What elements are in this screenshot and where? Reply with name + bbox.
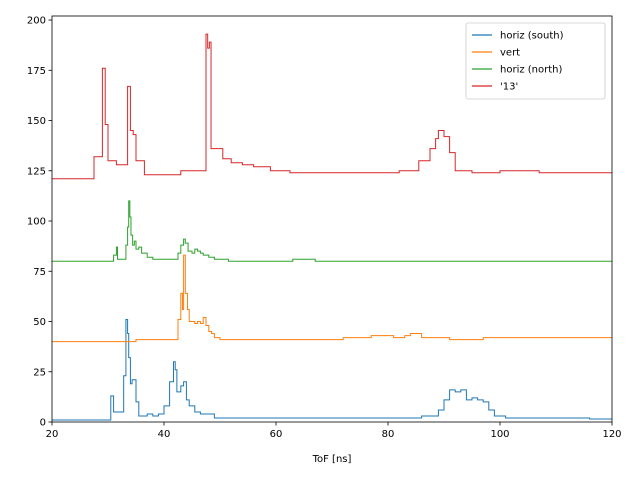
series-line-2 [52,254,612,343]
x-tick-label: 40 [158,429,171,440]
series-line-3 [52,200,612,262]
y-tick-label: 125 [27,166,46,177]
axes: 20 40 60 80 100 120 0 25 50 75 100 125 150 175 200 ToF … [27,16,622,465]
y-tick-label: 150 [27,116,46,127]
y-tick-label: 75 [33,267,46,278]
legend-label-1: horiz (south) [500,31,564,42]
x-axis-label: ToF [ns] [312,454,352,465]
y-tick-label: 25 [33,367,46,378]
series-line-4 [52,33,612,180]
axes-frame [51,15,613,423]
x-tick-label: 100 [490,429,509,440]
y-tick-label: 175 [27,66,46,77]
plot-lines [52,33,612,421]
legend-label-2: vert [500,48,520,59]
legend-label-4: '13' [500,82,518,93]
legend-label-3: horiz (north) [500,65,563,76]
x-tick-label: 20 [46,429,59,440]
legend: horiz (south) vert horiz (north) '13' [465,22,606,100]
x-tick-label: 80 [382,429,395,440]
y-tick-label: 0 [40,418,46,429]
y-tick-label: 100 [27,217,46,228]
legend-box [465,22,606,100]
x-tick-label: 120 [602,429,621,440]
x-tick-label: 60 [270,429,283,440]
y-tick-label: 50 [33,317,46,328]
series-line-1 [52,319,612,421]
y-tick-label: 200 [27,16,46,27]
